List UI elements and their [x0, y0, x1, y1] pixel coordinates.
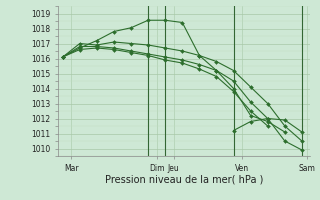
X-axis label: Pression niveau de la mer( hPa ): Pression niveau de la mer( hPa ) — [105, 174, 263, 184]
